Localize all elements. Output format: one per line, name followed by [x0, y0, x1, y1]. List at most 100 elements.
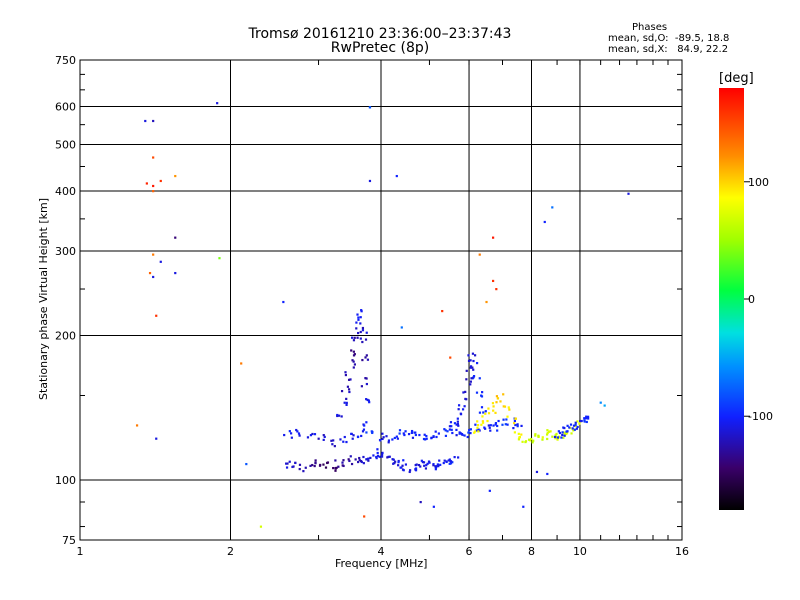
echo-point [365, 382, 368, 386]
echo-point [478, 429, 481, 432]
echo-point [174, 236, 177, 239]
echo-point [259, 525, 263, 528]
echo-point [378, 455, 381, 458]
echo-point [366, 358, 370, 361]
echo-point [174, 174, 177, 178]
echo-point [445, 460, 448, 463]
echo-point [457, 424, 460, 427]
echo-point [337, 465, 340, 468]
echo-point [516, 425, 519, 428]
echo-point [420, 459, 423, 462]
echo-point [345, 397, 348, 400]
echo-point [155, 314, 158, 317]
echo-point [546, 429, 549, 432]
echo-point [514, 417, 518, 420]
echo-point [288, 460, 291, 463]
echo-point [311, 432, 314, 436]
echo-point [561, 431, 564, 434]
echo-point [360, 309, 363, 312]
echo-point [494, 421, 498, 425]
echo-point [556, 438, 559, 441]
echo-point [465, 378, 468, 381]
echo-point [368, 179, 372, 183]
echo-point [382, 436, 385, 439]
echo-point [362, 428, 366, 431]
echo-point [530, 437, 533, 441]
echo-point [322, 438, 325, 441]
echo-point [449, 421, 453, 424]
echo-point [402, 469, 405, 472]
echo-point [480, 423, 483, 426]
echo-point [353, 363, 356, 366]
echo-point [340, 390, 344, 393]
echo-point [391, 438, 394, 441]
echo-point [376, 451, 379, 455]
echo-point [148, 271, 152, 275]
echo-point [543, 220, 546, 224]
echo-point [314, 459, 317, 462]
echo-point [372, 454, 375, 457]
echo-point [348, 390, 351, 394]
echo-point [311, 463, 314, 467]
echo-point [512, 426, 515, 430]
echo-point [504, 423, 507, 426]
echo-point [353, 336, 356, 339]
echo-point [404, 463, 408, 466]
echo-point [427, 460, 431, 463]
echo-point [423, 433, 426, 436]
echo-point [563, 433, 566, 436]
echo-point [484, 427, 487, 430]
echo-point [363, 424, 366, 427]
echo-point [359, 459, 363, 463]
echo-point [491, 236, 495, 239]
echo-point [415, 463, 418, 466]
echo-point [351, 359, 354, 362]
echo-point [573, 428, 576, 431]
echo-point [487, 424, 490, 427]
echo-point [351, 336, 354, 339]
echo-point [358, 459, 361, 462]
echo-point [218, 257, 221, 260]
echo-point [475, 361, 479, 365]
echo-point [333, 445, 336, 448]
echo-point [473, 431, 476, 434]
echo-point [585, 415, 588, 418]
echo-point [469, 432, 472, 435]
echo-point [481, 415, 484, 418]
echo-point [434, 430, 437, 433]
colorbar-label: [deg] [719, 71, 754, 86]
echo-point [359, 316, 362, 319]
echo-point [473, 354, 477, 357]
echo-point [424, 438, 427, 441]
echo-point [385, 435, 388, 438]
echo-point [437, 465, 440, 468]
echo-point [513, 419, 516, 423]
echo-point [462, 391, 465, 394]
echo-point [560, 436, 563, 439]
echo-point [347, 458, 350, 461]
echo-point [289, 432, 293, 435]
echo-point [466, 435, 469, 439]
echo-point [443, 459, 446, 462]
echo-point [472, 368, 475, 371]
echo-point [336, 413, 339, 417]
echo-point [392, 458, 395, 461]
chart-title-line1: Tromsø 20161210 23:36:00–23:37:43 [248, 26, 512, 42]
y-tick-label: 500 [55, 139, 76, 152]
echo-point [367, 459, 370, 462]
echo-point [457, 456, 460, 459]
echo-point [541, 438, 544, 441]
colorbar-tick-label: 100 [748, 176, 769, 189]
echo-point [309, 434, 313, 437]
y-tick-label: 300 [55, 245, 76, 258]
echo-point [432, 505, 435, 508]
echo-point [395, 435, 398, 438]
echo-point [346, 385, 350, 388]
echo-point [499, 400, 502, 403]
echo-point [381, 432, 384, 435]
echo-point [576, 420, 579, 423]
y-tick-label: 750 [55, 54, 76, 67]
echo-point [534, 434, 537, 437]
echo-point [562, 436, 565, 439]
echo-point [159, 179, 162, 183]
